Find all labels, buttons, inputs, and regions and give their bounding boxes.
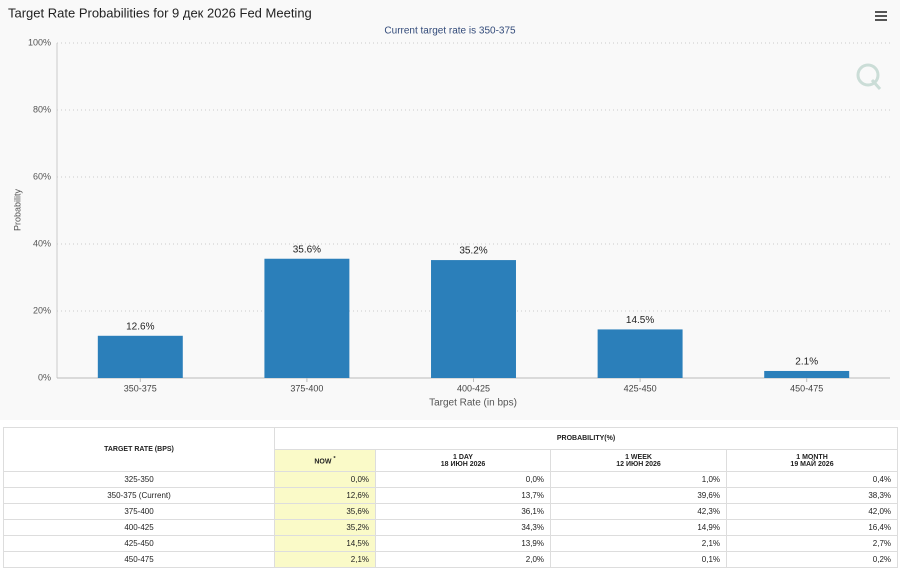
bar: [431, 260, 516, 378]
probability-cell: 0,0%: [274, 471, 376, 488]
probability-cell: 2,0%: [375, 551, 551, 568]
probability-cell: 35,2%: [274, 519, 376, 536]
probability-cell: 0,0%: [375, 471, 551, 488]
probability-cell: 39,6%: [550, 487, 727, 504]
probability-cell: 2,1%: [274, 551, 376, 568]
logo-tail: [870, 79, 882, 90]
probability-cell: 2,7%: [725, 535, 899, 552]
probability-cell: 0,2%: [725, 551, 899, 568]
column-header: NOW *: [274, 449, 376, 472]
x-axis-label: Target Rate (in bps): [429, 398, 517, 409]
y-tick-label: 20%: [33, 305, 51, 315]
logo: [856, 63, 882, 90]
data-label: 14.5%: [626, 315, 654, 326]
bar: [264, 258, 350, 378]
y-tick-label: 0%: [38, 372, 51, 382]
probability-cell: 0,1%: [550, 551, 727, 568]
column-header: 1 DAY 18 ИЮН 2026: [375, 449, 551, 472]
y-axis-label: Probability: [12, 188, 22, 231]
rate-cell: 425-450: [3, 535, 275, 552]
probability-cell: 12,6%: [274, 487, 376, 504]
x-tick-label: 375-400: [290, 383, 323, 393]
table-row: 350-375 (Current) 12,6% 13,7% 39,6% 38,3%: [3, 487, 899, 504]
data-label: 35.2%: [459, 246, 487, 257]
probability-cell: 13,7%: [375, 487, 551, 504]
rate-cell: 450-475: [3, 551, 275, 568]
probability-cell: 16,4%: [725, 519, 899, 536]
rate-cell: 400-425: [3, 519, 275, 536]
probability-cell: 34,3%: [375, 519, 551, 536]
y-tick-label: 60%: [33, 171, 51, 181]
logo-ring: [856, 63, 880, 87]
probability-cell: 42,0%: [725, 503, 899, 520]
column-name: NOW: [314, 458, 332, 466]
probability-cell: 1,0%: [550, 471, 727, 488]
column-date: 18 ИЮН 2026: [440, 460, 486, 468]
y-tick-label: 40%: [33, 238, 51, 248]
probability-cell: 38,3%: [725, 487, 899, 504]
table-row: 450-475 2,1% 2,0% 0,1% 0,2%: [3, 551, 899, 568]
column-header: 1 MONTH 19 МАЙ 2026: [725, 449, 899, 472]
probability-cell: 14,9%: [550, 519, 727, 536]
rate-cell: 325-350: [3, 471, 275, 488]
probability-header: PROBABILITY(%): [273, 427, 899, 450]
rate-cell: 375-400: [3, 503, 275, 520]
data-label: 12.6%: [126, 321, 154, 332]
menu-bar: [875, 19, 887, 21]
table-row: 375-400 35,6% 36,1% 42,3% 42,0%: [3, 503, 899, 520]
probability-cell: 2,1%: [550, 535, 727, 552]
probability-cell: 14,5%: [274, 535, 376, 552]
chart: Target Rate Probabilities for 9 дек 2026…: [8, 5, 890, 409]
rate-header: TARGET RATE (BPS): [3, 427, 275, 472]
column-name: 1 DAY: [453, 453, 473, 461]
chart-subtitle: Current target rate is 350-375: [384, 26, 516, 37]
x-tick-label: 425-450: [624, 383, 657, 393]
column-mark: *: [333, 455, 336, 462]
y-tick-label: 80%: [33, 104, 51, 114]
probability-cell: 0,4%: [725, 471, 899, 488]
table-row: 325-350 0,0% 0,0% 1,0% 0,4%: [3, 471, 899, 488]
table-row: 400-425 35,2% 34,3% 14,9% 16,4%: [3, 519, 899, 536]
rate-cell: 350-375 (Current): [3, 487, 275, 504]
column-header: 1 WEEK 12 ИЮН 2026: [550, 449, 727, 472]
menu-button[interactable]: [875, 11, 887, 21]
x-tick-label: 450-475: [790, 383, 823, 393]
chart-title: Target Rate Probabilities for 9 дек 2026…: [8, 5, 312, 20]
bar: [97, 335, 183, 378]
data-label: 2.1%: [795, 357, 818, 368]
probability-table: TARGET RATE (BPS) PROBABILITY(%) NOW * 1 …: [3, 427, 899, 568]
data-label: 35.6%: [293, 244, 321, 255]
y-tick-label: 100%: [28, 37, 51, 47]
menu-bar: [875, 15, 887, 17]
x-tick-label: 400-425: [457, 383, 490, 393]
probability-cell: 35,6%: [274, 503, 376, 520]
column-date: 19 МАЙ 2026: [790, 460, 834, 468]
bar: [597, 329, 683, 378]
menu-bar: [875, 11, 887, 13]
probability-cell: 36,1%: [375, 503, 551, 520]
probability-cell: 42,3%: [550, 503, 727, 520]
column-date: 12 ИЮН 2026: [616, 460, 661, 468]
table-row: 425-450 14,5% 13,9% 2,1% 2,7%: [3, 535, 899, 552]
bar: [764, 370, 850, 378]
column-name: 1 MONTH: [796, 453, 828, 461]
probability-cell: 13,9%: [375, 535, 551, 552]
x-tick-label: 350-375: [124, 383, 157, 393]
column-name: 1 WEEK: [625, 453, 652, 461]
